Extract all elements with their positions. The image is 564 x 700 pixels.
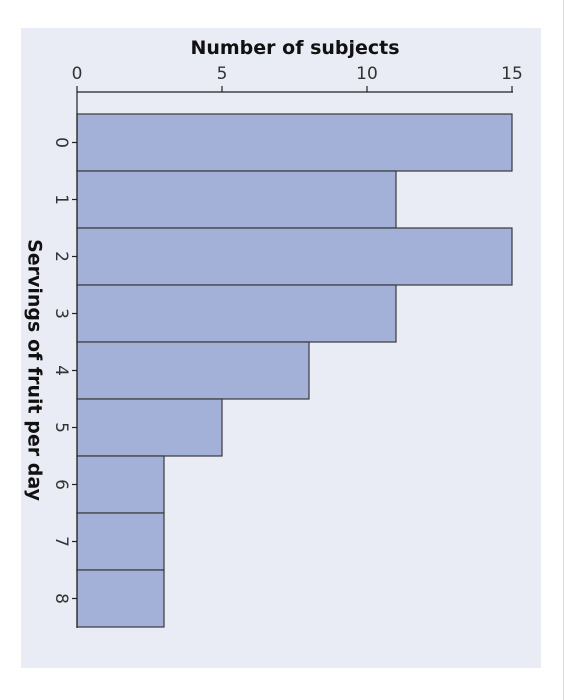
bar-3 <box>76 284 397 343</box>
category-tick-label-1: 1 <box>51 194 71 205</box>
bars-layer <box>76 113 513 628</box>
category-tick-label-5: 5 <box>51 422 71 433</box>
bar-8 <box>76 569 165 628</box>
bar-6 <box>76 455 165 514</box>
bar-0 <box>76 113 513 172</box>
category-tick-label-2: 2 <box>51 251 71 262</box>
category-tick-label-0: 0 <box>51 137 71 148</box>
bar-5 <box>76 398 223 457</box>
value-tick-label-5: 5 <box>217 64 228 84</box>
category-tick-label-6: 6 <box>51 479 71 490</box>
category-tick-label-3: 3 <box>51 308 71 319</box>
labels-layer: 0 5 10 15 0 1 2 3 4 5 6 7 8 <box>51 64 523 604</box>
category-axis-title: Servings of fruit per day <box>24 239 46 502</box>
category-tick-label-7: 7 <box>51 536 71 547</box>
bar-1 <box>76 170 397 229</box>
value-tick-label-0: 0 <box>72 64 83 84</box>
bar-7 <box>76 512 165 571</box>
value-tick-label-15: 15 <box>501 64 523 84</box>
category-tick-label-8: 8 <box>51 593 71 604</box>
category-tick-label-4: 4 <box>51 365 71 376</box>
bar-2 <box>76 227 513 286</box>
axis-layer <box>72 86 513 628</box>
bar-4 <box>76 341 310 400</box>
value-tick-label-10: 10 <box>356 64 378 84</box>
value-axis-title: Number of subjects <box>190 37 399 59</box>
